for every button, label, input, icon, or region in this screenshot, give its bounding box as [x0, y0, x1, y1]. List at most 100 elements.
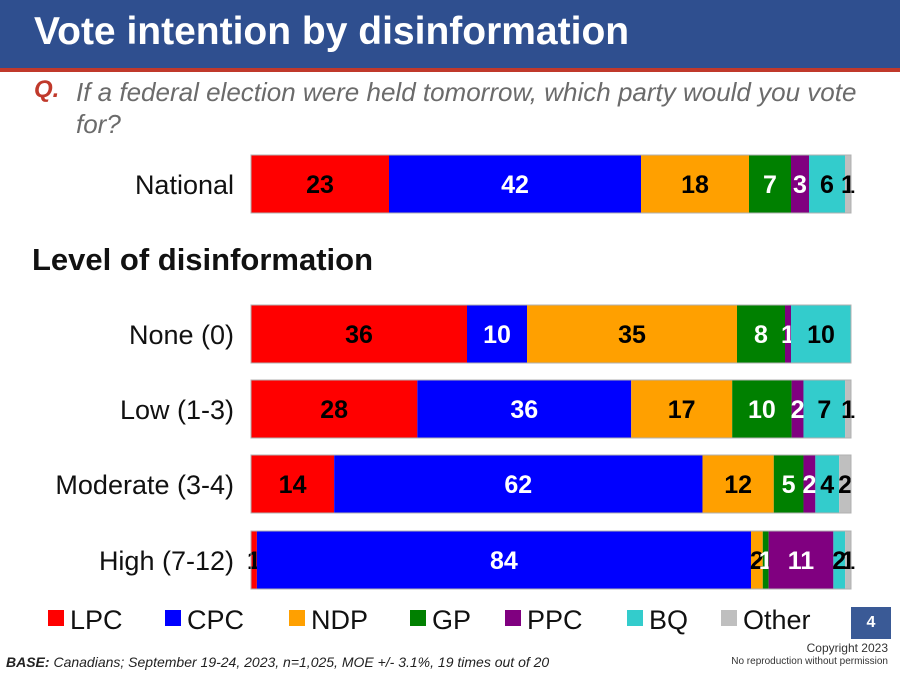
data-label-cpc-national: 42 — [501, 171, 529, 199]
section-heading: Level of disinformation — [32, 242, 374, 277]
bar-segment-ndp-none-0 — [527, 305, 737, 363]
bar-segment-gp-low-1-3 — [732, 380, 792, 438]
base-label: BASE: — [6, 654, 50, 670]
bar-segment-gp-high-7-12 — [762, 531, 769, 589]
bar-outline-low-1-3 — [250, 379, 852, 439]
data-label-lpc-none-0: 36 — [345, 321, 373, 349]
legend-label-lpc: LPC — [70, 605, 123, 635]
data-label-ndp-low-1-3: 17 — [668, 396, 696, 424]
bar-segment-bq-national — [809, 155, 845, 213]
legend-swatch-other — [721, 610, 737, 626]
copyright-text: Copyright 2023 — [806, 641, 888, 655]
page-number: 4 — [851, 607, 891, 639]
data-label-other-low-1-3: 1 — [841, 396, 855, 424]
data-label-bq-high-7-12: 2 — [832, 547, 846, 575]
data-label-gp-none-0: 8 — [754, 321, 768, 349]
bar-segment-ndp-moderate-3-4 — [702, 455, 774, 513]
legend-swatch-ndp — [289, 610, 305, 626]
bar-segment-lpc-none-0 — [251, 305, 467, 363]
data-label-gp-low-1-3: 10 — [748, 396, 776, 424]
bar-segment-gp-moderate-3-4 — [773, 455, 804, 513]
legend-label-bq: BQ — [649, 605, 688, 635]
data-label-ppc-national: 3 — [793, 171, 807, 199]
data-label-lpc-low-1-3: 28 — [320, 396, 348, 424]
category-label-high-7-12: High (7-12) — [99, 546, 234, 576]
bar-outline-national — [250, 154, 852, 214]
bar-outline-none-0 — [250, 304, 852, 364]
data-label-cpc-low-1-3: 36 — [510, 396, 538, 424]
data-label-ppc-high-7-12: 11 — [788, 547, 815, 575]
bar-segment-lpc-national — [251, 155, 389, 213]
bar-segment-lpc-high-7-12 — [251, 531, 257, 589]
legend-label-other: Other — [743, 605, 811, 635]
bar-segment-gp-national — [749, 155, 791, 213]
copyright: Copyright 2023 No reproduction without p… — [731, 641, 888, 669]
data-label-other-high-7-12: 1 — [841, 547, 855, 575]
legend-label-ndp: NDP — [311, 605, 368, 635]
legend-swatch-cpc — [165, 610, 181, 626]
data-label-ndp-moderate-3-4: 12 — [724, 471, 752, 499]
bar-outline-high-7-12 — [250, 530, 852, 590]
bar-segment-cpc-low-1-3 — [417, 380, 632, 438]
bar-outline-moderate-3-4 — [250, 454, 852, 514]
bar-segment-ppc-none-0 — [785, 305, 791, 363]
base-note: BASE: Canadians; September 19-24, 2023, … — [6, 654, 549, 670]
bar-segment-bq-low-1-3 — [803, 380, 846, 438]
data-label-ndp-national: 18 — [681, 171, 709, 199]
title-bar: Vote intention by disinformation — [0, 0, 900, 72]
bar-segment-ppc-moderate-3-4 — [803, 455, 816, 513]
base-text: Canadians; September 19-24, 2023, n=1,02… — [49, 654, 550, 670]
bar-segment-cpc-national — [389, 155, 641, 213]
bar-segment-bq-moderate-3-4 — [815, 455, 840, 513]
data-label-gp-national: 7 — [763, 171, 777, 199]
copyright-note: No reproduction without permission — [731, 656, 888, 667]
legend-swatch-bq — [627, 610, 643, 626]
data-label-lpc-national: 23 — [306, 171, 334, 199]
data-label-cpc-moderate-3-4: 62 — [504, 471, 532, 499]
legend-label-gp: GP — [432, 605, 471, 635]
bar-segment-other-high-7-12 — [845, 531, 851, 589]
data-label-other-moderate-3-4: 2 — [838, 471, 852, 499]
category-label-national: National — [135, 170, 234, 200]
bar-segment-other-national — [845, 155, 851, 213]
page-title: Vote intention by disinformation — [34, 10, 630, 53]
bar-segment-cpc-high-7-12 — [256, 531, 751, 589]
legend-label-cpc: CPC — [187, 605, 244, 635]
data-label-bq-low-1-3: 7 — [817, 396, 831, 424]
category-label-none-0: None (0) — [129, 320, 234, 350]
data-label-lpc-moderate-3-4: 14 — [279, 471, 307, 499]
bar-segment-cpc-none-0 — [467, 305, 527, 363]
bar-segment-ndp-low-1-3 — [631, 380, 733, 438]
data-label-cpc-none-0: 10 — [483, 321, 511, 349]
bar-segment-lpc-moderate-3-4 — [251, 455, 335, 513]
bar-segment-ppc-national — [791, 155, 809, 213]
bar-segment-other-moderate-3-4 — [839, 455, 851, 513]
bar-segment-cpc-moderate-3-4 — [334, 455, 703, 513]
legend-swatch-lpc — [48, 610, 64, 626]
legend-swatch-gp — [410, 610, 426, 626]
legend-label-ppc: PPC — [527, 605, 583, 635]
data-label-bq-none-0: 10 — [807, 321, 835, 349]
bar-segment-ndp-national — [641, 155, 749, 213]
bar-segment-bq-none-0 — [791, 305, 851, 363]
data-label-bq-national: 6 — [820, 171, 834, 199]
bar-segment-gp-none-0 — [737, 305, 785, 363]
category-label-moderate-3-4: Moderate (3-4) — [55, 470, 234, 500]
data-label-bq-moderate-3-4: 4 — [820, 471, 834, 499]
bar-segment-lpc-low-1-3 — [251, 380, 418, 438]
data-label-ppc-moderate-3-4: 2 — [802, 471, 816, 499]
bar-segment-bq-high-7-12 — [833, 531, 846, 589]
category-label-low-1-3: Low (1-3) — [120, 395, 234, 425]
data-label-gp-moderate-3-4: 5 — [782, 471, 796, 499]
bar-segment-ppc-low-1-3 — [791, 380, 804, 438]
question-text: If a federal election were held tomorrow… — [76, 77, 857, 139]
legend-swatch-ppc — [505, 610, 521, 626]
bar-segment-other-low-1-3 — [845, 380, 851, 438]
data-label-ndp-none-0: 35 — [618, 321, 646, 349]
data-label-ppc-low-1-3: 2 — [791, 396, 805, 424]
bar-segment-ppc-high-7-12 — [768, 531, 834, 589]
data-label-ndp-high-7-12: 2 — [750, 547, 764, 575]
question-label: Q. — [34, 76, 60, 103]
bar-segment-ndp-high-7-12 — [751, 531, 763, 589]
